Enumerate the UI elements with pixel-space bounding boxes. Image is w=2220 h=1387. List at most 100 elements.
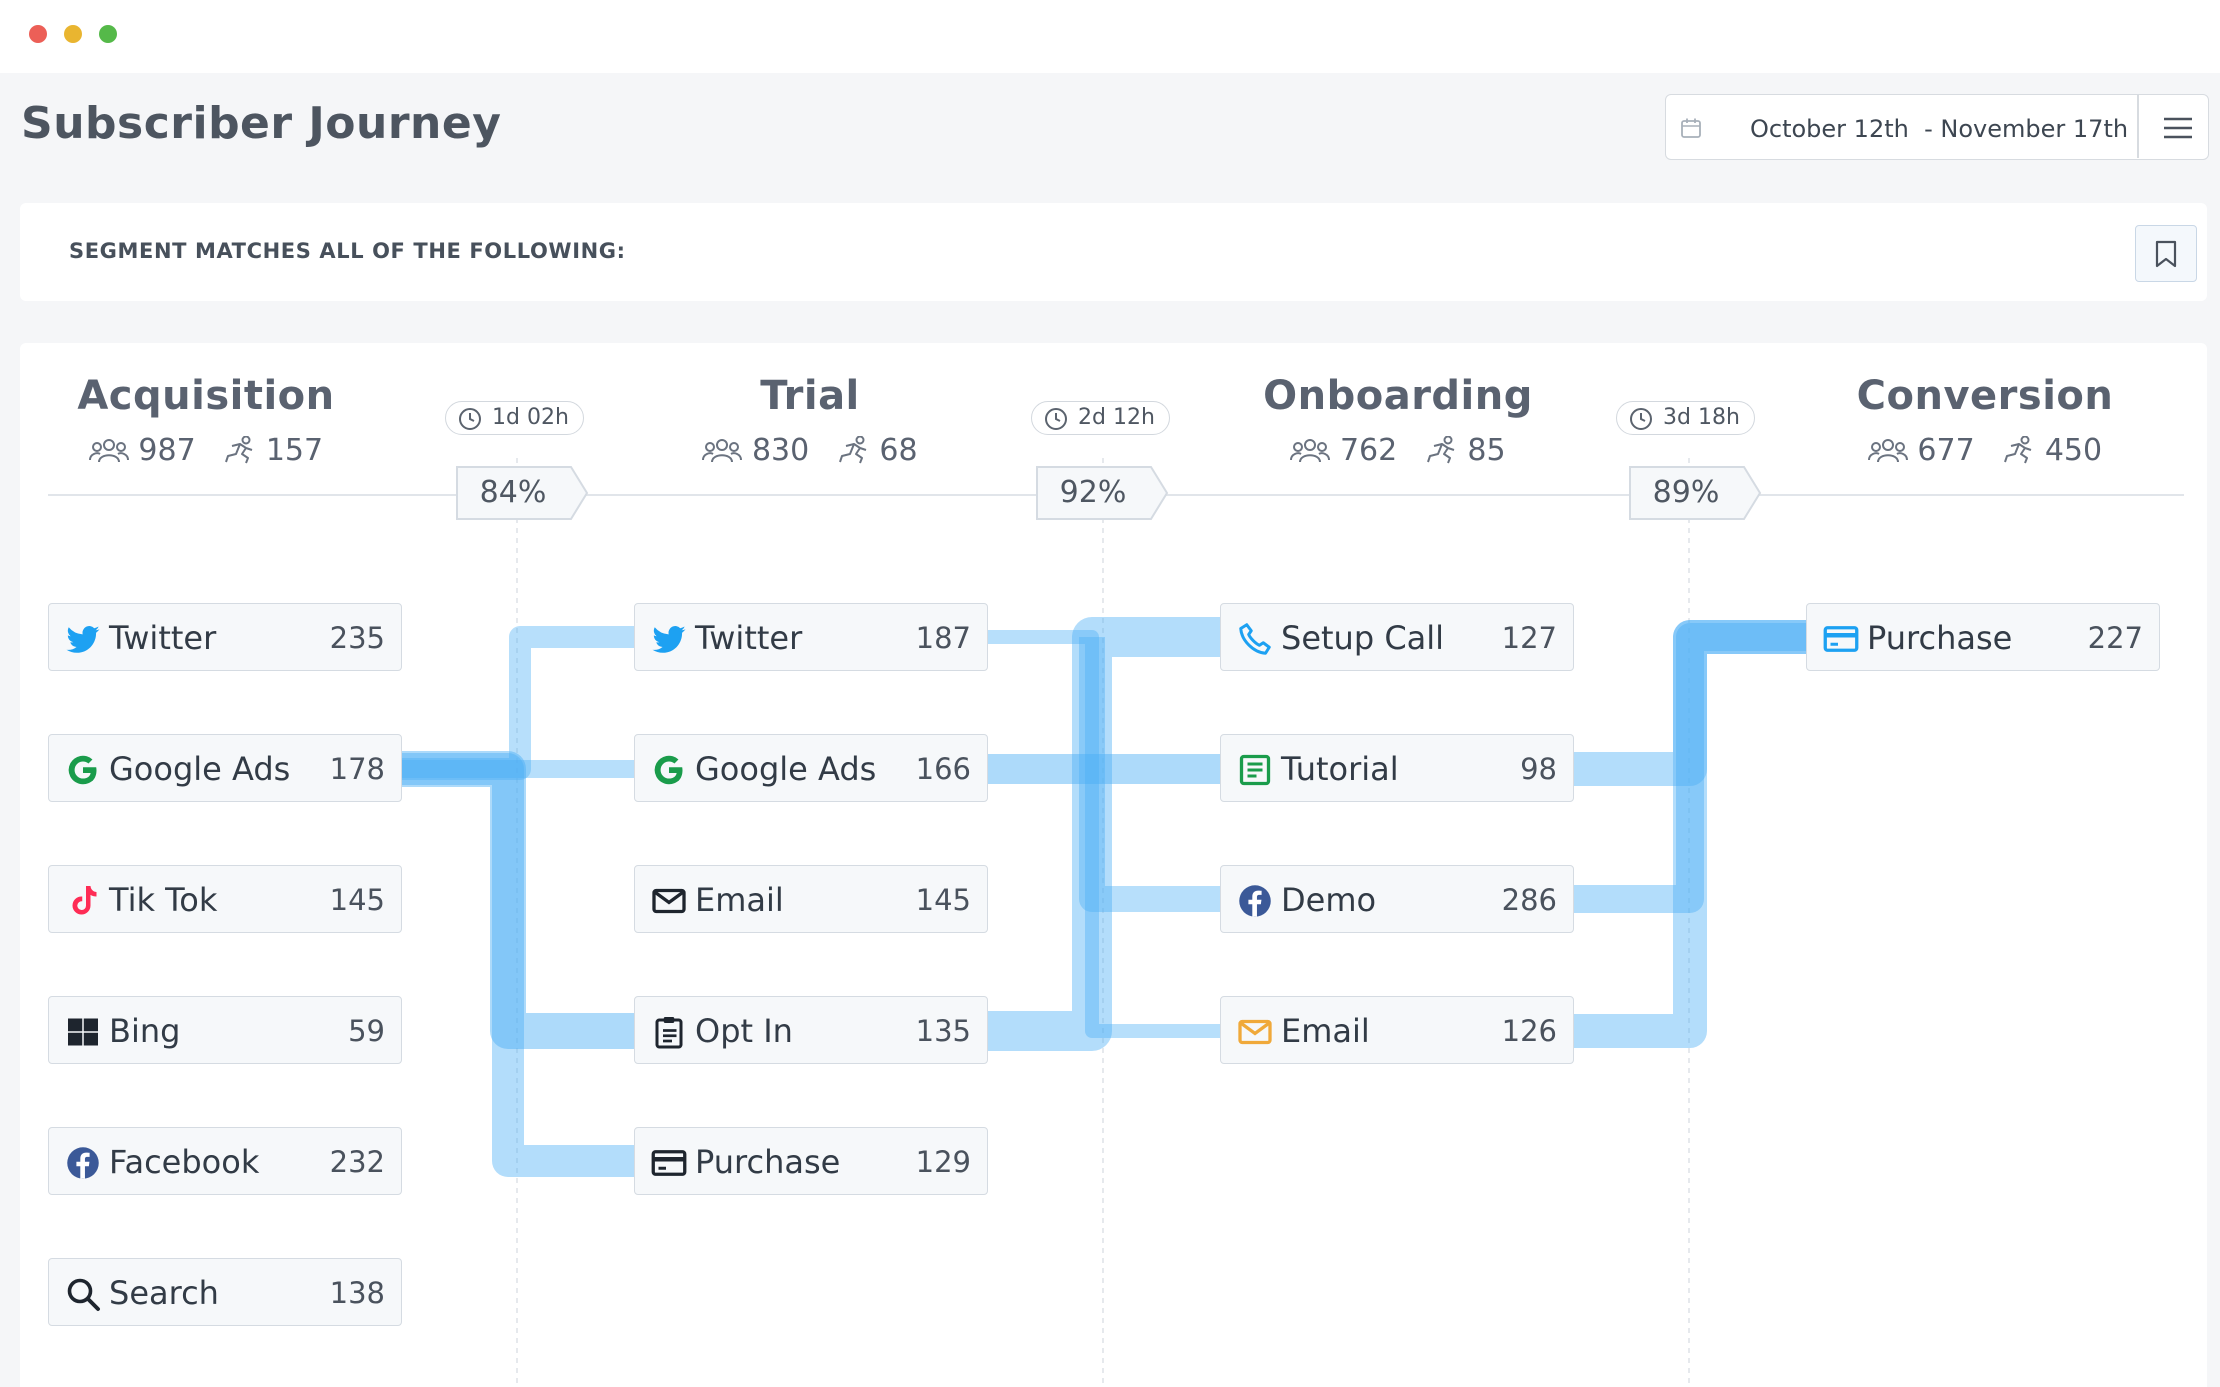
bookmark-button[interactable] xyxy=(2135,225,2197,282)
stage-converted-count: 85 xyxy=(1467,433,1506,468)
node-bing[interactable]: Bing 59 xyxy=(48,996,402,1064)
date-range-picker[interactable]: October 12th - November 17th xyxy=(1665,94,2209,160)
node-count: 286 xyxy=(1501,883,1557,917)
segment-filter-bar: SEGMENT MATCHES ALL OF THE FOLLOWING: xyxy=(20,203,2207,301)
node-count: 145 xyxy=(915,883,971,917)
date-separator: - xyxy=(1924,115,1933,143)
flow-ribbon xyxy=(988,617,1220,1051)
flow-ribbon xyxy=(402,751,634,1049)
node-opt-in[interactable]: Opt In 135 xyxy=(634,996,988,1064)
node-label: Google Ads xyxy=(695,750,877,788)
node-label: Demo xyxy=(1281,881,1377,919)
stage-trial: Trial 830 68 xyxy=(630,373,990,468)
windows-icon xyxy=(68,1018,98,1046)
node-twitter[interactable]: Twitter 187 xyxy=(634,603,988,671)
node-label: Purchase xyxy=(695,1143,841,1181)
stage-name: Trial xyxy=(760,373,860,419)
node-count: 129 xyxy=(915,1145,971,1179)
document-icon xyxy=(1239,754,1271,786)
node-email[interactable]: Email 145 xyxy=(634,865,988,933)
node-label: Twitter xyxy=(695,619,803,657)
runner-icon xyxy=(1426,435,1455,464)
stage-name: Conversion xyxy=(1856,373,2114,419)
page-title: Subscriber Journey xyxy=(21,98,502,149)
calendar-icon xyxy=(1680,117,1702,143)
stage-converted-count: 157 xyxy=(265,433,324,468)
node-purchase[interactable]: Purchase 129 xyxy=(634,1127,988,1195)
transition-time: 1d 02h xyxy=(492,405,569,430)
credit-card-icon xyxy=(651,1150,687,1176)
hamburger-menu-icon[interactable] xyxy=(2156,113,2200,143)
window-titlebar xyxy=(0,0,2220,73)
stage-user-count: 677 xyxy=(1917,433,1975,468)
users-icon xyxy=(702,439,743,463)
node-demo[interactable]: Demo 286 xyxy=(1220,865,1574,933)
stage-conversion: Conversion 677 450 xyxy=(1805,373,2165,468)
node-label: Tutorial xyxy=(1281,750,1399,788)
runner-icon xyxy=(2004,435,2032,464)
flow-ribbon xyxy=(1574,620,1806,1048)
node-email[interactable]: Email 126 xyxy=(1220,996,1574,1064)
node-count: 232 xyxy=(329,1145,385,1179)
node-label: Opt In xyxy=(695,1012,793,1050)
node-label: Facebook xyxy=(109,1143,260,1181)
stage-user-count: 762 xyxy=(1339,433,1398,468)
clock-icon xyxy=(1045,408,1067,430)
node-label: Search xyxy=(109,1274,219,1312)
facebook-icon xyxy=(1239,885,1271,917)
node-count: 126 xyxy=(1501,1014,1557,1048)
date-end: November 17th xyxy=(1940,115,2129,143)
transition-time-pill: 1d 02h xyxy=(445,401,584,435)
node-count: 135 xyxy=(915,1014,971,1048)
node-label: Purchase xyxy=(1867,619,2013,657)
stage-name: Acquisition xyxy=(77,373,335,419)
node-setup-call[interactable]: Setup Call 127 xyxy=(1220,603,1574,671)
node-count: 145 xyxy=(329,883,385,917)
flow-ribbon xyxy=(402,626,634,780)
runner-icon xyxy=(838,435,867,464)
node-facebook[interactable]: Facebook 232 xyxy=(48,1127,402,1195)
date-range-text: October 12th - November 17th xyxy=(1750,115,2128,143)
window-maximize-button[interactable] xyxy=(99,25,117,43)
node-search[interactable]: Search 138 xyxy=(48,1258,402,1326)
segment-label: SEGMENT MATCHES ALL OF THE FOLLOWING: xyxy=(69,239,626,263)
node-label: Twitter xyxy=(109,619,217,657)
stage-converted-count: 68 xyxy=(879,433,918,468)
transition-time-pill: 2d 12h xyxy=(1031,401,1170,435)
flow-ribbon xyxy=(1574,620,1806,786)
bookmark-icon xyxy=(2155,240,2177,268)
node-count: 227 xyxy=(2087,621,2143,655)
users-icon xyxy=(1290,439,1331,463)
node-count: 127 xyxy=(1501,621,1557,655)
node-purchase[interactable]: Purchase 227 xyxy=(1806,603,2160,671)
stage-converted-count: 450 xyxy=(2044,433,2103,468)
search-icon xyxy=(67,1278,100,1311)
envelope-icon xyxy=(652,888,686,914)
node-tik-tok[interactable]: Tik Tok 145 xyxy=(48,865,402,933)
users-icon xyxy=(1867,439,1908,463)
node-count: 166 xyxy=(915,752,971,786)
credit-card-icon xyxy=(1823,626,1859,652)
node-label: Setup Call xyxy=(1281,619,1445,657)
stage-name: Onboarding xyxy=(1263,373,1533,419)
window-minimize-button[interactable] xyxy=(64,25,82,43)
transition-time: 2d 12h xyxy=(1078,405,1155,430)
transition-percent: 84% xyxy=(479,475,547,510)
transition-percent: 92% xyxy=(1059,475,1127,510)
transition-percent-tag: 92% xyxy=(1035,465,1169,521)
facebook-icon xyxy=(67,1147,99,1179)
window-close-button[interactable] xyxy=(29,25,47,43)
twitter-icon xyxy=(66,625,100,653)
node-google-ads[interactable]: Google Ads 166 xyxy=(634,734,988,802)
twitter-icon xyxy=(652,625,686,653)
date-start: October 12th xyxy=(1750,115,1909,143)
transition-percent-tag: 84% xyxy=(455,465,589,521)
node-count: 187 xyxy=(915,621,971,655)
tiktok-icon xyxy=(72,886,97,915)
node-tutorial[interactable]: Tutorial 98 xyxy=(1220,734,1574,802)
node-google-ads[interactable]: Google Ads 178 xyxy=(48,734,402,802)
node-twitter[interactable]: Twitter 235 xyxy=(48,603,402,671)
envelope-icon xyxy=(1238,1019,1272,1045)
flow-ribbon xyxy=(1079,637,1220,912)
